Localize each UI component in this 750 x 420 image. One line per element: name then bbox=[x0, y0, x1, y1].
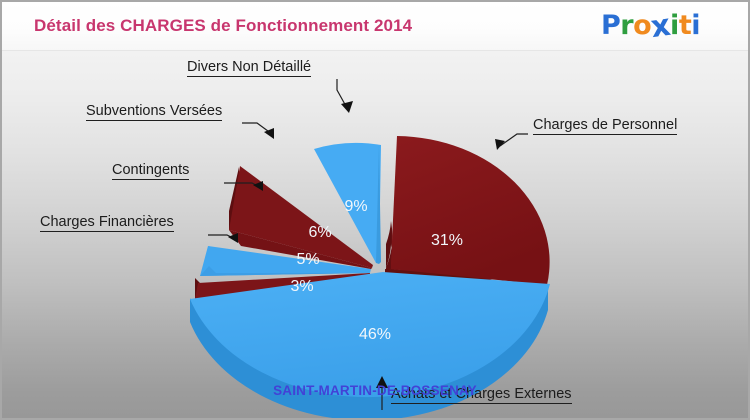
slice-top-achats bbox=[190, 272, 550, 398]
pct-subventions: 6% bbox=[308, 224, 331, 241]
pie-chart-3d: 31% 46% 3% 5% 6% 9% bbox=[190, 79, 550, 418]
logo-letter-r: r bbox=[620, 10, 634, 41]
proxiti-logo[interactable]: Proxiti bbox=[601, 7, 700, 46]
pct-personnel: 31% bbox=[431, 232, 463, 249]
header-bar: Détail des CHARGES de Fonctionnement 201… bbox=[2, 2, 748, 51]
pct-contingents: 5% bbox=[296, 251, 319, 268]
leader-arrowheads bbox=[228, 101, 505, 388]
logo-letter-o: o bbox=[633, 10, 652, 41]
pct-financieres: 3% bbox=[290, 278, 313, 295]
achats-side-wall bbox=[190, 286, 548, 418]
pct-achats: 46% bbox=[359, 326, 391, 343]
slice-top-subventions bbox=[229, 166, 373, 268]
label-divers-non-detaille[interactable]: Divers Non Détaillé bbox=[187, 59, 312, 77]
label-contingents[interactable]: Contingents bbox=[112, 162, 190, 180]
slice-top-contingents bbox=[200, 246, 371, 276]
slice-top-divers-edge bbox=[376, 145, 381, 264]
label-charges-de-personnel[interactable]: Charges de Personnel bbox=[533, 117, 678, 135]
logo-letter-t: t bbox=[678, 10, 692, 41]
slice-top-personnel bbox=[391, 136, 550, 285]
commune-name: SAINT-MARTIN-DE-BOSSENAY bbox=[273, 383, 477, 398]
label-subventions-versees[interactable]: Subventions Versées bbox=[86, 103, 223, 121]
slice-top-contingents-b bbox=[200, 266, 370, 276]
logo-letter-i1: i bbox=[670, 10, 679, 41]
slice-top-subventions-b bbox=[229, 230, 372, 269]
logo-letter-x: x bbox=[648, 7, 673, 46]
chart-stage: 31% 46% 3% 5% 6% 9% bbox=[2, 50, 748, 418]
slice-top-divers bbox=[314, 142, 381, 263]
page-title: Détail des CHARGES de Fonctionnement 201… bbox=[34, 16, 413, 35]
pct-divers: 9% bbox=[344, 198, 367, 215]
logo-letter-i2: i bbox=[691, 10, 700, 41]
logo-letter-p: P bbox=[601, 10, 621, 41]
label-achats-et-charges-externes[interactable]: Achats et Charges Externes bbox=[391, 386, 572, 404]
label-charges-financieres[interactable]: Charges Financières bbox=[40, 214, 174, 232]
